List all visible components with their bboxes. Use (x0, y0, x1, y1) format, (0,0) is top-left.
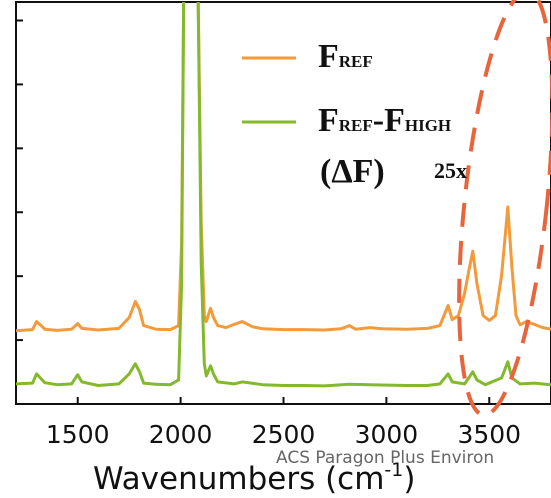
x-tick-label: 2500 (252, 420, 316, 449)
annotation-25x: 25x (434, 158, 467, 183)
annotation-delta-f: (ΔF) (320, 153, 385, 190)
highlight-ellipse (457, 0, 551, 417)
series-layer (16, 2, 551, 388)
x-axis-ticks: 1500 2000 2500 3000 3500 (46, 397, 521, 449)
x-tick-label: 3500 (457, 420, 521, 449)
x-tick-label: 2000 (149, 420, 213, 449)
watermark: ACS Paragon Plus Environ (276, 448, 494, 468)
ellipse-layer (457, 0, 551, 417)
y-axis-ticks (16, 19, 23, 342)
legend-label-delta: FREF-FHIGH (318, 102, 451, 139)
legend-label-fref: FREF (318, 38, 373, 75)
x-tick-label: 3000 (355, 420, 419, 449)
legend-label-delta-sub1: REF (339, 116, 373, 135)
x-axis-title: Wavenumbers (cm-1) (93, 459, 415, 497)
legend-label-delta-mid: -F (373, 102, 405, 139)
legend-label-delta-sub2: HIGH (405, 116, 451, 135)
legend: FREF FREF-FHIGH (ΔF) 25x (242, 38, 467, 190)
series-line-1 (16, 2, 551, 388)
legend-label-fref-sub: REF (339, 52, 373, 71)
x-axis-title-main: Wavenumbers (cm (93, 461, 384, 497)
x-axis-title-exponent: -1 (384, 459, 403, 481)
legend-label-delta-main: F (318, 102, 339, 139)
x-tick-label: 1500 (46, 420, 110, 449)
series-line-0 (16, 2, 551, 333)
plot-area (15, 1, 551, 405)
x-axis-title-close: ) (403, 461, 415, 497)
plot-frame (15, 1, 551, 405)
legend-label-fref-main: F (318, 38, 339, 75)
